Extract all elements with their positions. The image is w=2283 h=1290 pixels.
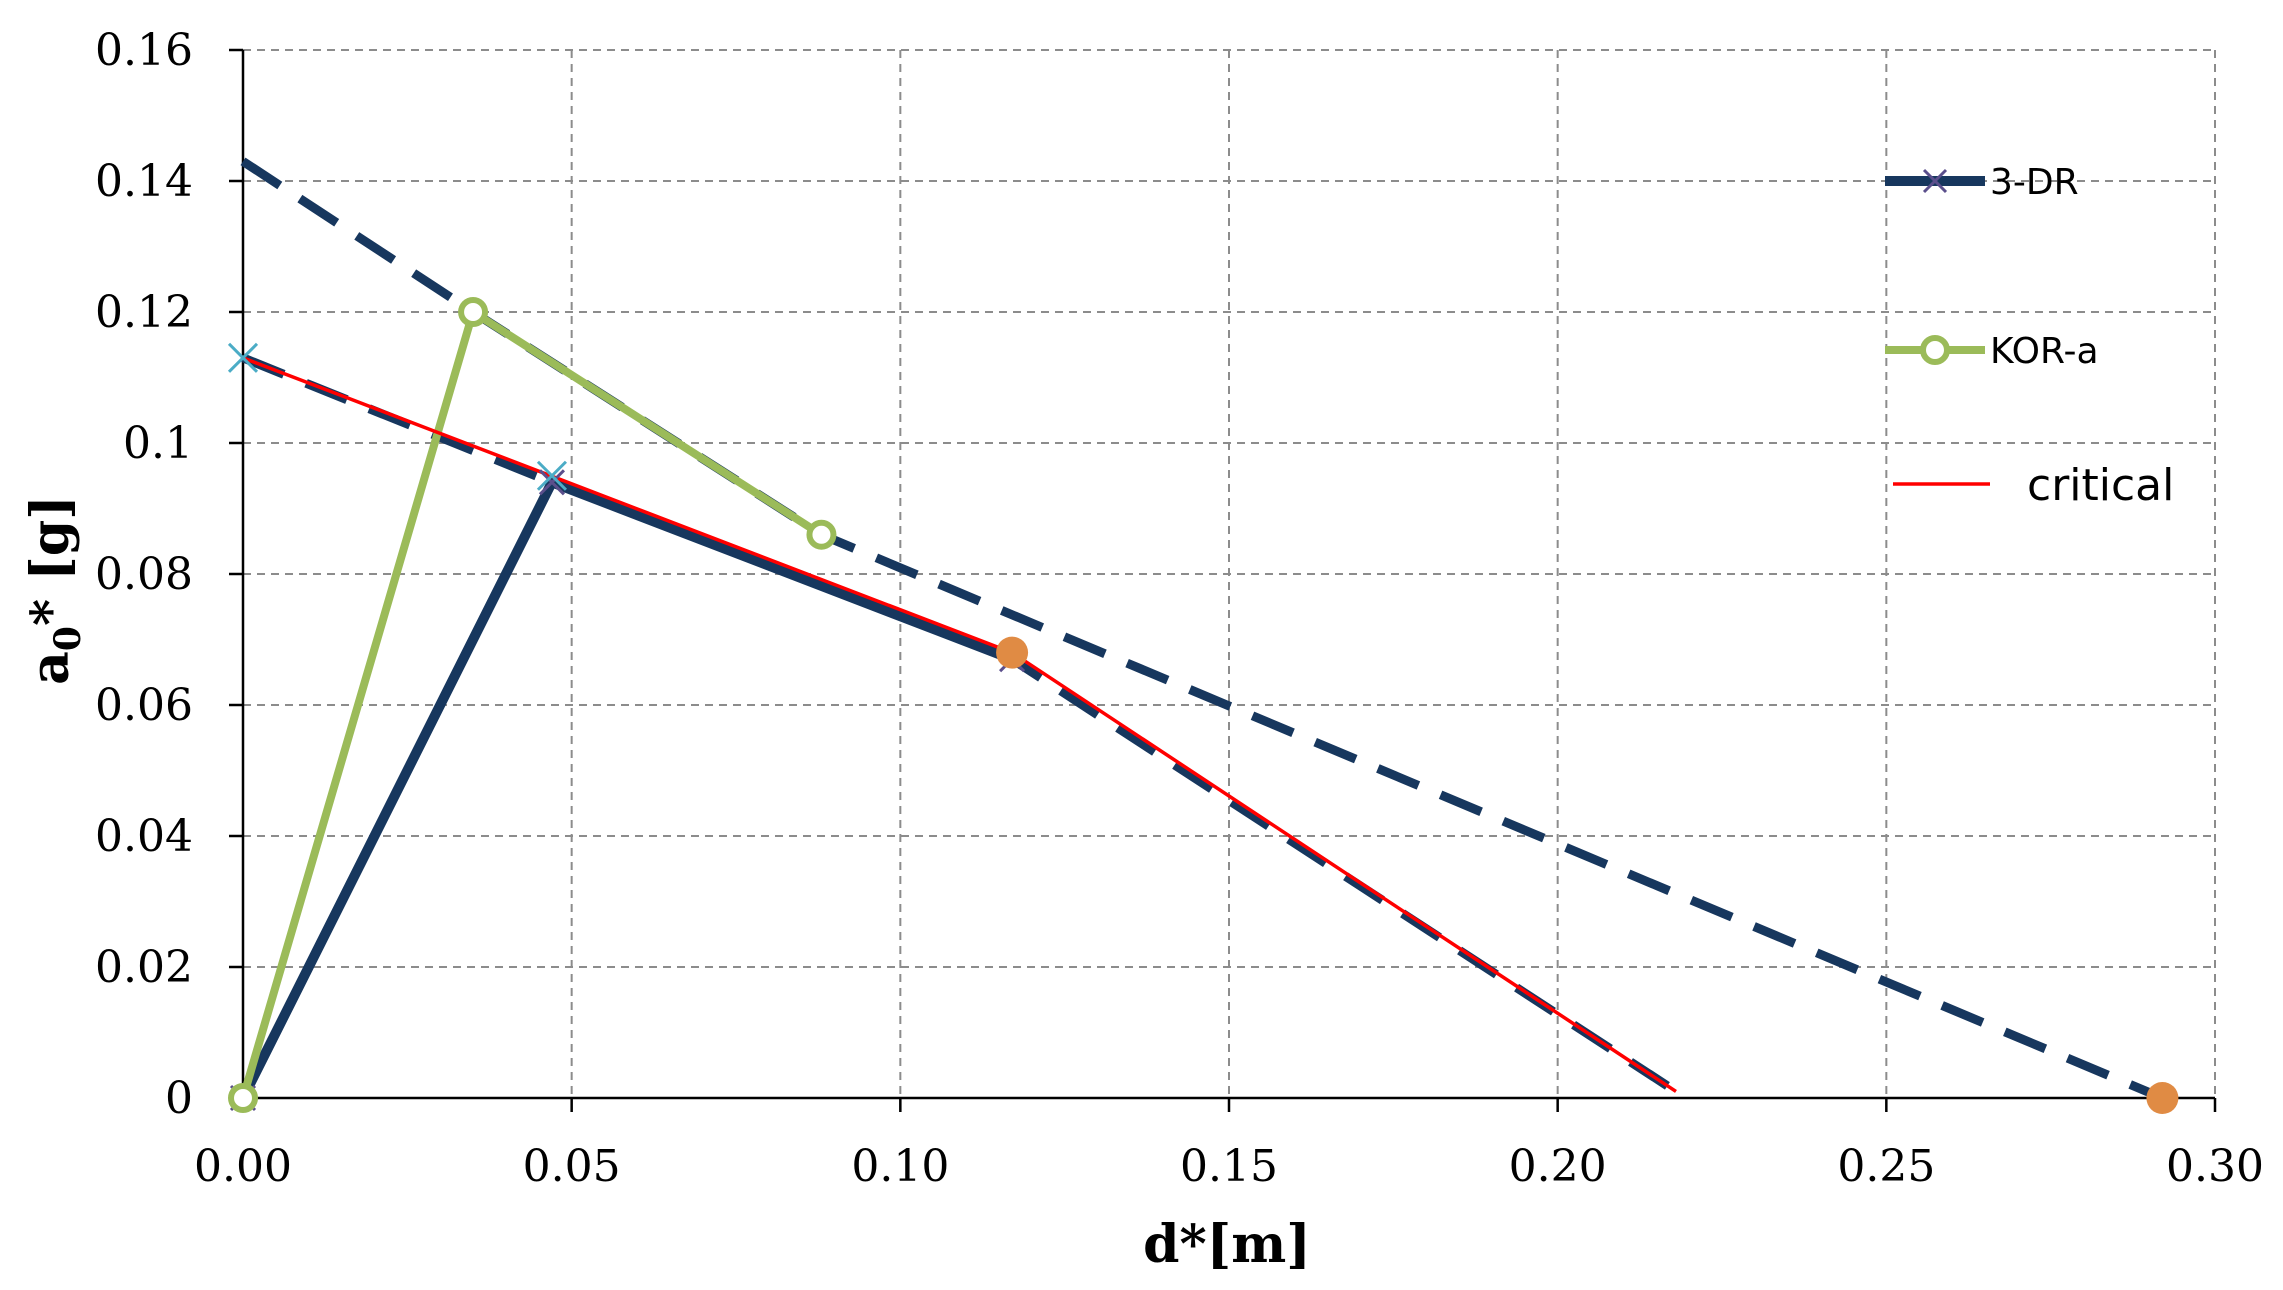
legend-item-critical: critical [1893,460,2174,511]
point-kor-a [458,297,489,327]
marker-dot [2146,1082,2179,1114]
y-tick-label: 0 [165,1073,193,1124]
marker-x-stroke-b [536,460,568,491]
x-tick-label: 0.15 [1180,1141,1278,1192]
legend-marker-3-dr [1922,168,1948,194]
y-tick-label: 0.14 [95,156,193,207]
y-axis-title-subscript: 0 [47,626,89,651]
y-tick-label: 0.08 [95,549,193,600]
legend-item-3-dr: 3-DR [1885,162,2079,203]
marker-dot [996,636,1029,669]
point-kor-a [228,1083,258,1113]
y-tick-label: 0.12 [95,287,193,338]
x-tick-label: 0.20 [1509,1141,1607,1192]
x-tick-labels: 0.00 0.05 0.10 0.15 0.20 0.25 0.30 [194,1141,2264,1192]
x-tick-label: 0.25 [1837,1141,1935,1192]
legend-label-critical: critical [2027,460,2174,511]
marker-x [536,460,568,491]
y-tick-labels: 0 0.02 0.04 0.06 0.08 0.1 0.12 0.14 0.16 [95,25,193,1124]
y-tick-label: 0.06 [95,680,193,731]
marker-x [227,342,259,373]
y-tick-label: 0.02 [95,942,193,993]
capacity-line-2 [241,353,1679,1096]
capacity-line-1 [240,157,2165,1103]
x-tick-label: 0.10 [851,1141,949,1192]
y-axis-title-rest: * [g] [20,495,81,626]
x-axis-title: d*[m] [1143,1214,1311,1275]
legend-label-3-dr: 3-DR [1990,162,2079,203]
point-kor-a [806,519,837,550]
x-tick-label: 0.00 [194,1141,292,1192]
legend-marker-kor-a [1920,335,1950,365]
legend: 3-DR KOR-a critical [1885,162,2174,511]
legend-label-kor-a: KOR-a [1990,331,2099,372]
point-3-dr-stroke-b [538,469,566,496]
axes [229,48,2217,1112]
marker-x-stroke-b [227,342,259,373]
capacity-lines [240,157,2165,1103]
y-tick-label: 0.1 [123,418,193,469]
x-tick-label: 0.05 [523,1141,621,1192]
series-markers [227,297,2179,1114]
x-tick-label: 0.30 [2166,1141,2264,1192]
series-line-critical [242,356,1677,1093]
legend-item-kor-a: KOR-a [1885,331,2099,372]
y-tick-label: 0.04 [95,811,193,862]
point-3-dr [538,469,566,496]
y-tick-label: 0.16 [95,25,193,76]
y-axis-title: a0* [g] [20,495,89,685]
gridlines [243,49,2216,1098]
y-axis-title-main: a [20,651,81,685]
